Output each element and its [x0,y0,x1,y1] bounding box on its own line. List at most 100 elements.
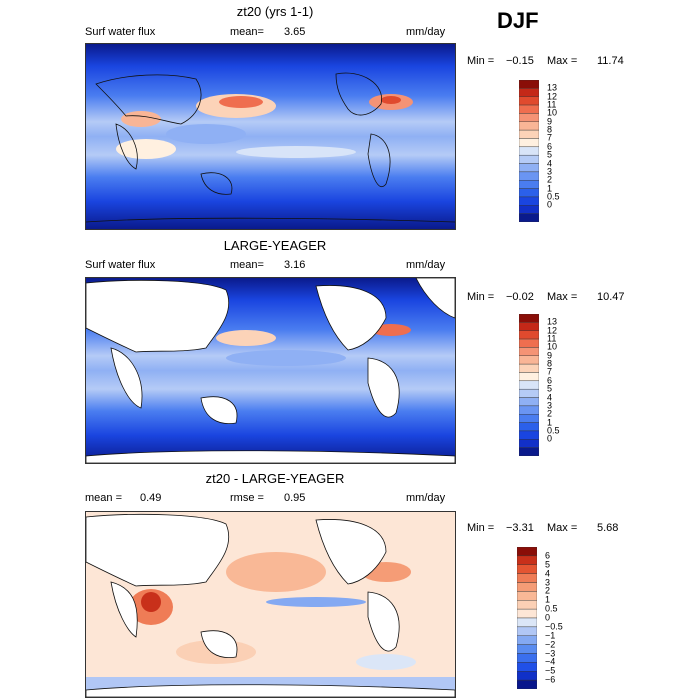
colorbar-swatch [517,626,537,636]
panel-3-mean-label: mean = [85,492,122,504]
panel-3-max-value: 5.68 [597,522,619,534]
colorbar-swatch [517,547,537,557]
coastline [335,72,382,116]
panel-3-colorbar-svg [517,547,537,689]
colorbar-tick-label: 5 [547,383,553,394]
flux-patch [216,330,276,346]
diff-patch [226,552,326,592]
colorbar-swatch [517,662,537,672]
panel-2-map [85,277,456,464]
colorbar-swatch [517,635,537,645]
colorbar-tick-label: −6 [545,674,556,685]
colorbar-swatch [519,322,539,331]
colorbar-swatch [517,653,537,663]
colorbar-swatch [519,163,539,173]
diff-patch [356,654,416,670]
colorbar-swatch [519,205,539,214]
colorbar-tick-label: 3 [547,400,553,411]
land [367,357,400,418]
colorbar-tick-label: −1 [545,630,556,641]
flux-patch [166,124,246,144]
flux-patch [219,96,263,108]
colorbar-tick-label: −4 [545,656,556,667]
colorbar-tick-label: 8 [547,124,553,135]
land [367,591,400,652]
colorbar-tick-label: 4 [547,392,553,403]
panel-3-min-label: Min = [467,522,495,534]
coastline [95,74,202,125]
panel-1-max-value: 11.74 [597,55,624,67]
colorbar-swatch [519,388,539,398]
panel-1-colorbar-svg [519,80,539,222]
panel-1-mean-label: mean= [230,26,264,38]
coastline [367,133,391,187]
panel-2-colorbar [519,314,539,456]
colorbar-tick-label: −5 [545,665,556,676]
panel-1-min-value: −0.15 [506,55,534,67]
panel-2-colorbar-ticks: 13 12 11 10 9 8 7 6 5 4 3 2 1 0.5 0 [547,314,577,456]
panel-2-mean-value: 3.16 [284,259,306,271]
colorbar-swatch [519,430,539,440]
panel-1-units: mm/day [406,26,446,38]
land [415,278,455,319]
colorbar-tick-label: 3 [545,577,551,587]
colorbar-swatch [517,555,537,565]
panel-1-max-label: Max = [547,55,578,67]
panel-2-max-label: Max = [547,291,578,303]
colorbar-swatch [519,154,539,164]
colorbar-tick-label: 0 [547,199,553,210]
colorbar-tick-label: 12 [547,325,558,336]
colorbar-tick-label: 3 [547,166,553,177]
panel-2-variable-label: Surf water flux [85,259,156,271]
land [200,630,238,659]
colorbar-swatch [519,405,539,415]
flux-patch [121,111,161,127]
colorbar-swatch [519,146,539,156]
ocean-field [86,44,455,229]
land [200,396,238,425]
colorbar-tick-label: 4 [545,568,551,579]
land [315,285,387,351]
flux-patch [236,146,356,158]
colorbar-swatch [519,171,539,181]
land [86,279,230,353]
colorbar-tick-label: 1 [547,183,553,194]
colorbar-tick-label: 12 [547,91,558,102]
colorbar-swatch [517,617,537,628]
colorbar-swatch [517,671,537,681]
colorbar-swatch [519,447,539,456]
colorbar-tick-label: 11 [547,333,557,344]
colorbar-tick-label: 13 [547,82,558,93]
colorbar-swatch [519,372,539,382]
colorbar-tick-label: 6 [545,550,551,561]
colorbar-tick-label: 4 [547,158,553,169]
colorbar-swatch [517,564,537,574]
colorbar-swatch [517,644,537,654]
flux-patch [116,139,176,159]
flux-patch [381,96,401,104]
colorbar-swatch [519,121,539,131]
colorbar-swatch [519,88,539,97]
colorbar-swatch [519,330,539,340]
colorbar-tick-label: 6 [547,141,553,152]
colorbar-tick-label: 0.5 [547,191,560,202]
panel-3-map [85,511,456,698]
panel-2-title: LARGE-YEAGER [223,238,327,253]
land [110,581,138,638]
colorbar-swatch [519,113,539,122]
panel-1-map [85,43,456,230]
panel-1-colorbar [519,80,539,222]
colorbar-swatch [517,600,537,610]
season-label: DJF [497,8,539,33]
colorbar-swatch [517,573,537,583]
panel-2-min-label: Min = [467,291,495,303]
colorbar-tick-label: 5 [545,559,551,570]
land [86,684,455,697]
panel-1-mean-value: 3.65 [284,26,306,38]
colorbar-tick-label: 9 [547,350,553,361]
colorbar-swatch [519,196,539,206]
panel-3-min-value: −3.31 [506,522,534,534]
land [110,347,143,409]
panel-2-mean-label: mean= [230,259,264,271]
colorbar-swatch [519,439,539,448]
